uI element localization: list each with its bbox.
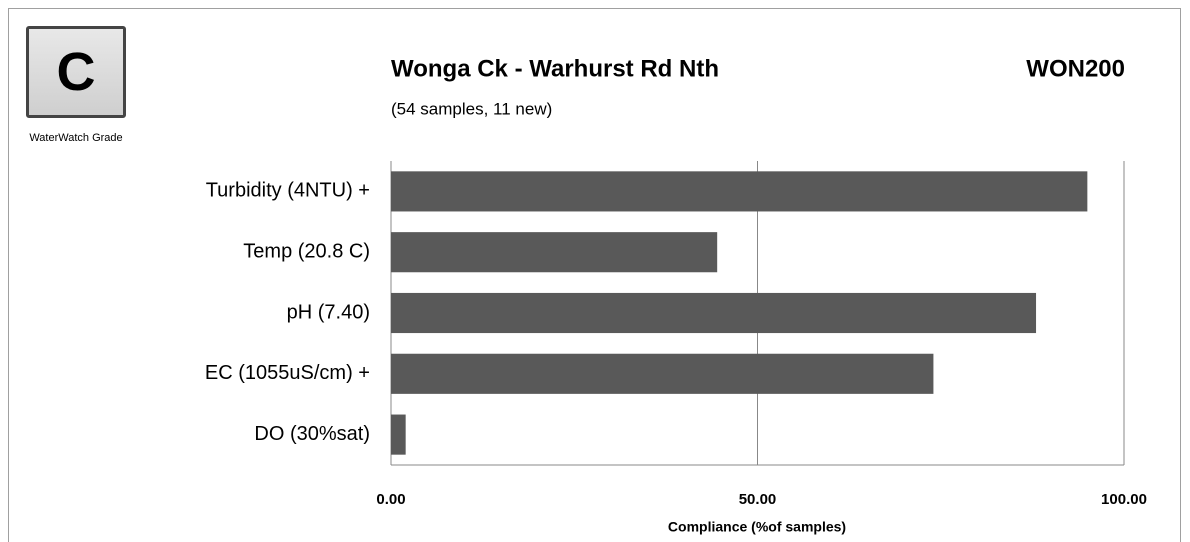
y-tick-label: pH (7.40) [287, 301, 370, 323]
bar [391, 171, 1088, 212]
grade-label: WaterWatch Grade [29, 132, 123, 144]
y-tick-label: Turbidity (4NTU) + [206, 180, 370, 202]
bar [391, 353, 934, 394]
site-code: WON200 [1026, 55, 1125, 82]
y-tick-label: EC (1055uS/cm) + [205, 362, 370, 384]
x-axis-label: Compliance (%of samples) [668, 519, 846, 535]
x-tick-label: 50.00 [739, 491, 777, 508]
x-tick-label: 0.00 [376, 491, 405, 508]
bar [391, 414, 406, 455]
grade-badge: C [26, 26, 126, 118]
chart-subtitle: (54 samples, 11 new) [391, 99, 552, 118]
y-tick-label: Temp (20.8 C) [243, 240, 370, 262]
frame [8, 8, 1181, 542]
chart-title: Wonga Ck - Warhurst Rd Nth [391, 55, 719, 82]
y-tick-label: DO (30%sat) [254, 423, 370, 445]
bar [391, 232, 718, 273]
bar [391, 292, 1037, 334]
x-tick-label: 100.00 [1101, 491, 1147, 508]
